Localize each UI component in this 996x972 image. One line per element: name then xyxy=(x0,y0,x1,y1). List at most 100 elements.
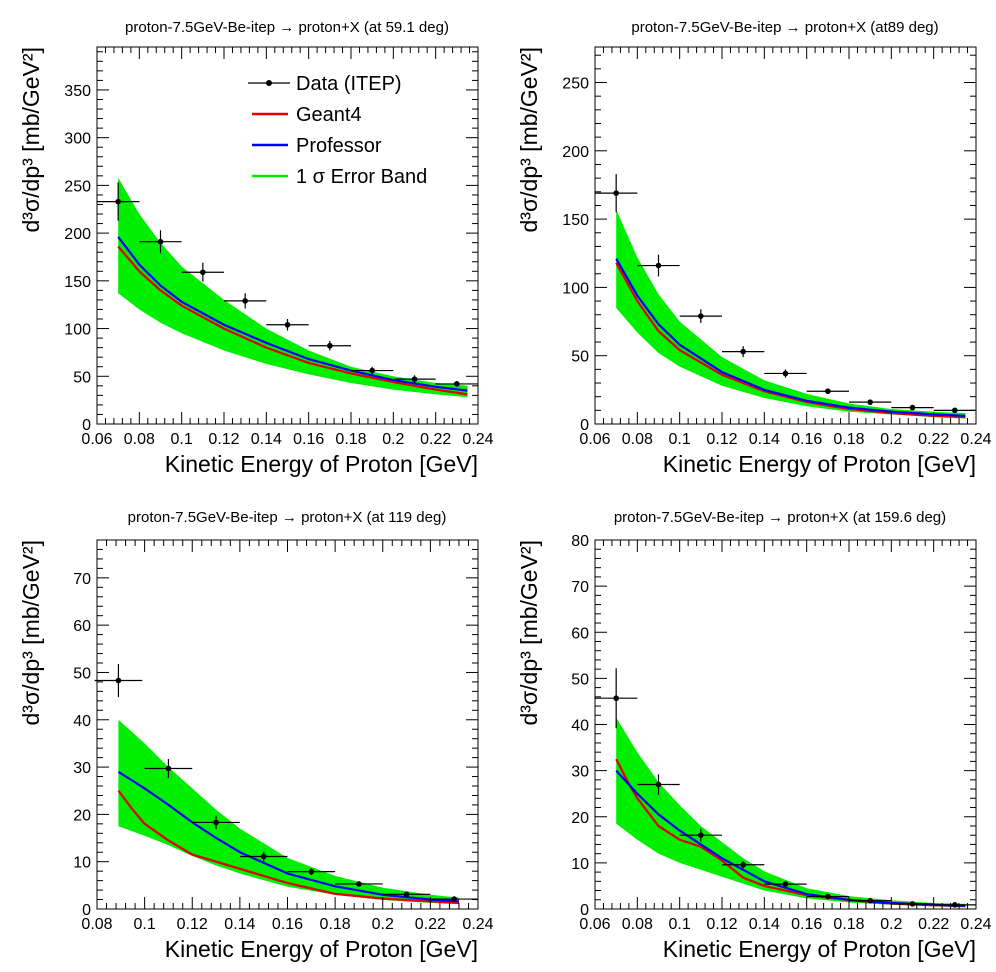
y-tick-label: 0 xyxy=(580,902,589,919)
x-tick-label: 0.18 xyxy=(833,916,864,933)
y-tick-label: 50 xyxy=(571,671,589,688)
data-marker xyxy=(782,881,789,887)
y-tick-label: 350 xyxy=(64,83,91,100)
legend-professor-label: Professor xyxy=(296,135,382,157)
data-point xyxy=(764,881,807,887)
data-marker xyxy=(454,381,460,387)
y-tick-label: 30 xyxy=(73,760,91,777)
professor-line xyxy=(615,258,966,417)
x-tick-label: 0.24 xyxy=(960,431,991,448)
legend-geant4-label: Geant4 xyxy=(296,104,362,126)
error-band xyxy=(118,177,468,398)
y-tick-label: 40 xyxy=(73,713,91,730)
data-point xyxy=(806,893,849,900)
data-point xyxy=(722,346,765,358)
data-marker xyxy=(451,896,457,902)
x-tick-label: 0.06 xyxy=(579,431,610,448)
data-point xyxy=(595,174,638,213)
data-marker xyxy=(782,370,789,377)
data-marker xyxy=(952,902,958,908)
data-point xyxy=(94,663,143,698)
y-tick-label: 40 xyxy=(571,718,589,735)
geant4-line xyxy=(615,262,966,419)
x-tick-label: 0.2 xyxy=(372,916,394,933)
professor-line xyxy=(117,770,460,903)
data-marker xyxy=(411,376,418,382)
data-marker xyxy=(655,262,662,269)
data-point xyxy=(435,381,478,387)
data-marker xyxy=(369,367,375,374)
data-point xyxy=(849,399,892,405)
data-point xyxy=(224,293,267,309)
data-marker xyxy=(698,313,704,319)
data-point xyxy=(351,366,394,375)
error-band xyxy=(616,717,966,907)
plot-frame xyxy=(594,539,977,910)
data-marker xyxy=(115,198,121,205)
data-point xyxy=(595,668,638,729)
y-tick-label: 30 xyxy=(571,764,589,781)
y-tick-label: 60 xyxy=(571,625,589,642)
y-tick-label: 50 xyxy=(73,665,91,682)
data-marker xyxy=(213,819,219,826)
data-point xyxy=(181,262,224,282)
legend-data-marker xyxy=(266,80,272,86)
plot-frame xyxy=(96,539,479,910)
data-point xyxy=(287,868,336,875)
x-tick-label: 0.2 xyxy=(382,431,404,448)
y-tick-label: 0 xyxy=(82,417,91,434)
data-marker xyxy=(655,781,662,788)
data-point xyxy=(933,407,976,414)
x-tick-label: 0.08 xyxy=(124,431,155,448)
y-tick-label: 10 xyxy=(73,855,91,872)
y-axis-label: d³σ/dp³ [mb/GeV²] xyxy=(516,540,542,725)
legend-data-label: Data (ITEP) xyxy=(296,73,402,95)
x-tick-label: 0.22 xyxy=(918,431,949,448)
x-tick-label: 0.12 xyxy=(706,431,737,448)
y-tick-label: 100 xyxy=(64,322,91,339)
x-tick-label: 0.14 xyxy=(224,916,255,933)
data-marker xyxy=(909,901,916,907)
data-marker xyxy=(157,238,164,245)
data-point xyxy=(239,851,288,862)
y-tick-label: 70 xyxy=(571,579,589,596)
x-tick-label: 0.1 xyxy=(669,916,691,933)
data-point xyxy=(139,230,182,254)
data-point xyxy=(806,388,849,395)
data-point xyxy=(933,902,976,908)
x-tick-label: 0.22 xyxy=(420,431,451,448)
x-tick-label: 0.14 xyxy=(251,431,282,448)
x-tick-label: 0.18 xyxy=(320,916,351,933)
x-tick-label: 0.18 xyxy=(335,431,366,448)
data-point xyxy=(891,404,934,411)
x-tick-label: 0.22 xyxy=(918,916,949,933)
data-point xyxy=(335,881,383,887)
data-marker xyxy=(740,348,746,355)
x-tick-label: 0.2 xyxy=(880,431,902,448)
data-point xyxy=(679,828,722,842)
x-tick-label: 0.22 xyxy=(415,916,446,933)
data-point xyxy=(266,319,309,331)
data-marker xyxy=(327,342,333,349)
y-tick-label: 200 xyxy=(562,144,589,161)
x-tick-label: 0.16 xyxy=(791,431,822,448)
x-axis-label: Kinetic Energy of Proton [GeV] xyxy=(165,451,478,477)
plot-frame xyxy=(594,46,977,425)
y-axis-label: d³σ/dp³ [mb/GeV²] xyxy=(18,540,44,725)
data-point xyxy=(679,309,722,323)
chart-title: proton-7.5GeV-Be-itep → proton+X (at 159… xyxy=(614,509,946,526)
data-marker xyxy=(356,881,362,887)
data-point xyxy=(637,774,680,795)
error-band xyxy=(616,209,966,419)
chart-title: proton-7.5GeV-Be-itep → proton+X (at 59.… xyxy=(125,19,449,36)
data-point xyxy=(382,891,431,898)
x-tick-label: 0.12 xyxy=(208,431,239,448)
data-point xyxy=(722,861,765,869)
y-tick-label: 100 xyxy=(562,280,589,297)
x-tick-label: 0.12 xyxy=(706,916,737,933)
data-marker xyxy=(284,321,291,328)
error-band xyxy=(118,719,460,905)
data-marker xyxy=(825,388,831,395)
y-tick-label: 80 xyxy=(571,533,589,550)
y-axis-label: d³σ/dp³ [mb/GeV²] xyxy=(18,47,44,232)
